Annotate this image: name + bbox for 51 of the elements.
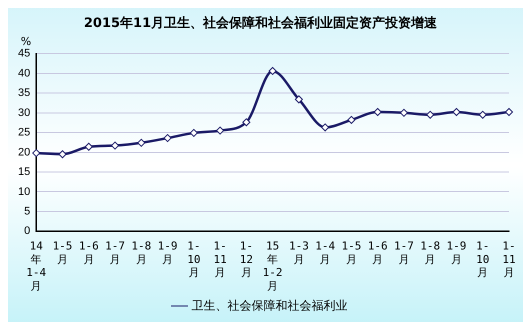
- point: [478, 110, 487, 119]
- x-tick-label: 1-9 月: [446, 240, 466, 266]
- y-axis-title: %: [20, 34, 32, 48]
- point: [426, 110, 434, 119]
- legend-label: 卫生、社会保障和社会福利业: [192, 298, 348, 312]
- x-tick-label: 1-7 月: [394, 240, 414, 266]
- point: [137, 138, 146, 147]
- x-tick-label: 1-7 月: [105, 240, 125, 266]
- point: [505, 108, 513, 116]
- x-tick-label: 1-8 月: [131, 240, 152, 266]
- x-tick-label: 1-5 月: [341, 240, 362, 266]
- x-tick-label: 1- 10 月: [476, 240, 490, 280]
- point: [321, 123, 330, 132]
- x-tick-label: 1- 10 月: [187, 240, 200, 280]
- point: [242, 118, 250, 126]
- y-tick-label: 10: [18, 186, 30, 198]
- y-tick-label: 45: [18, 48, 30, 60]
- x-tick-label: 1- 11 月: [502, 240, 516, 280]
- x-tick-label: 1-9 月: [158, 240, 178, 266]
- point: [190, 128, 198, 137]
- x-tick-label: 15 年 1-2 月: [262, 240, 283, 292]
- x-tick-label: 1-4 月: [315, 240, 336, 266]
- point: [216, 126, 224, 135]
- y-tick-label: 5: [24, 206, 30, 218]
- y-tick-label: 0: [24, 225, 30, 238]
- y-tick-label: 35: [18, 87, 30, 100]
- point: [268, 66, 277, 75]
- y-tick-label: 15: [18, 166, 30, 178]
- point: [347, 116, 356, 124]
- x-tick-label: 1-3 月: [288, 240, 309, 266]
- x-tick-label: 1- 11 月: [213, 240, 227, 280]
- x-tick-label: 1-6 月: [78, 240, 99, 266]
- point: [84, 142, 93, 151]
- point: [164, 134, 172, 142]
- x-tick-label: 1-8 月: [420, 240, 440, 266]
- x-tick-label: 1- 12 月: [240, 240, 253, 280]
- point: [374, 108, 382, 116]
- point: [400, 108, 408, 117]
- x-tick-label: 1-6 月: [368, 240, 388, 266]
- point: [58, 150, 66, 158]
- y-tick-label: 30: [18, 106, 30, 119]
- point: [111, 142, 120, 150]
- x-tick-label: 1-5 月: [52, 240, 72, 266]
- y-tick-label: 25: [18, 126, 30, 139]
- point: [452, 108, 460, 116]
- point: [32, 149, 40, 158]
- y-tick-label: 40: [18, 67, 30, 80]
- point: [294, 95, 303, 104]
- y-tick-label: 20: [18, 146, 30, 158]
- chart-title: 2015年11月卫生、社会保障和社会福利业固定资产投资增速: [84, 15, 438, 32]
- x-tick-label: 14 年 1-4 月: [26, 240, 47, 292]
